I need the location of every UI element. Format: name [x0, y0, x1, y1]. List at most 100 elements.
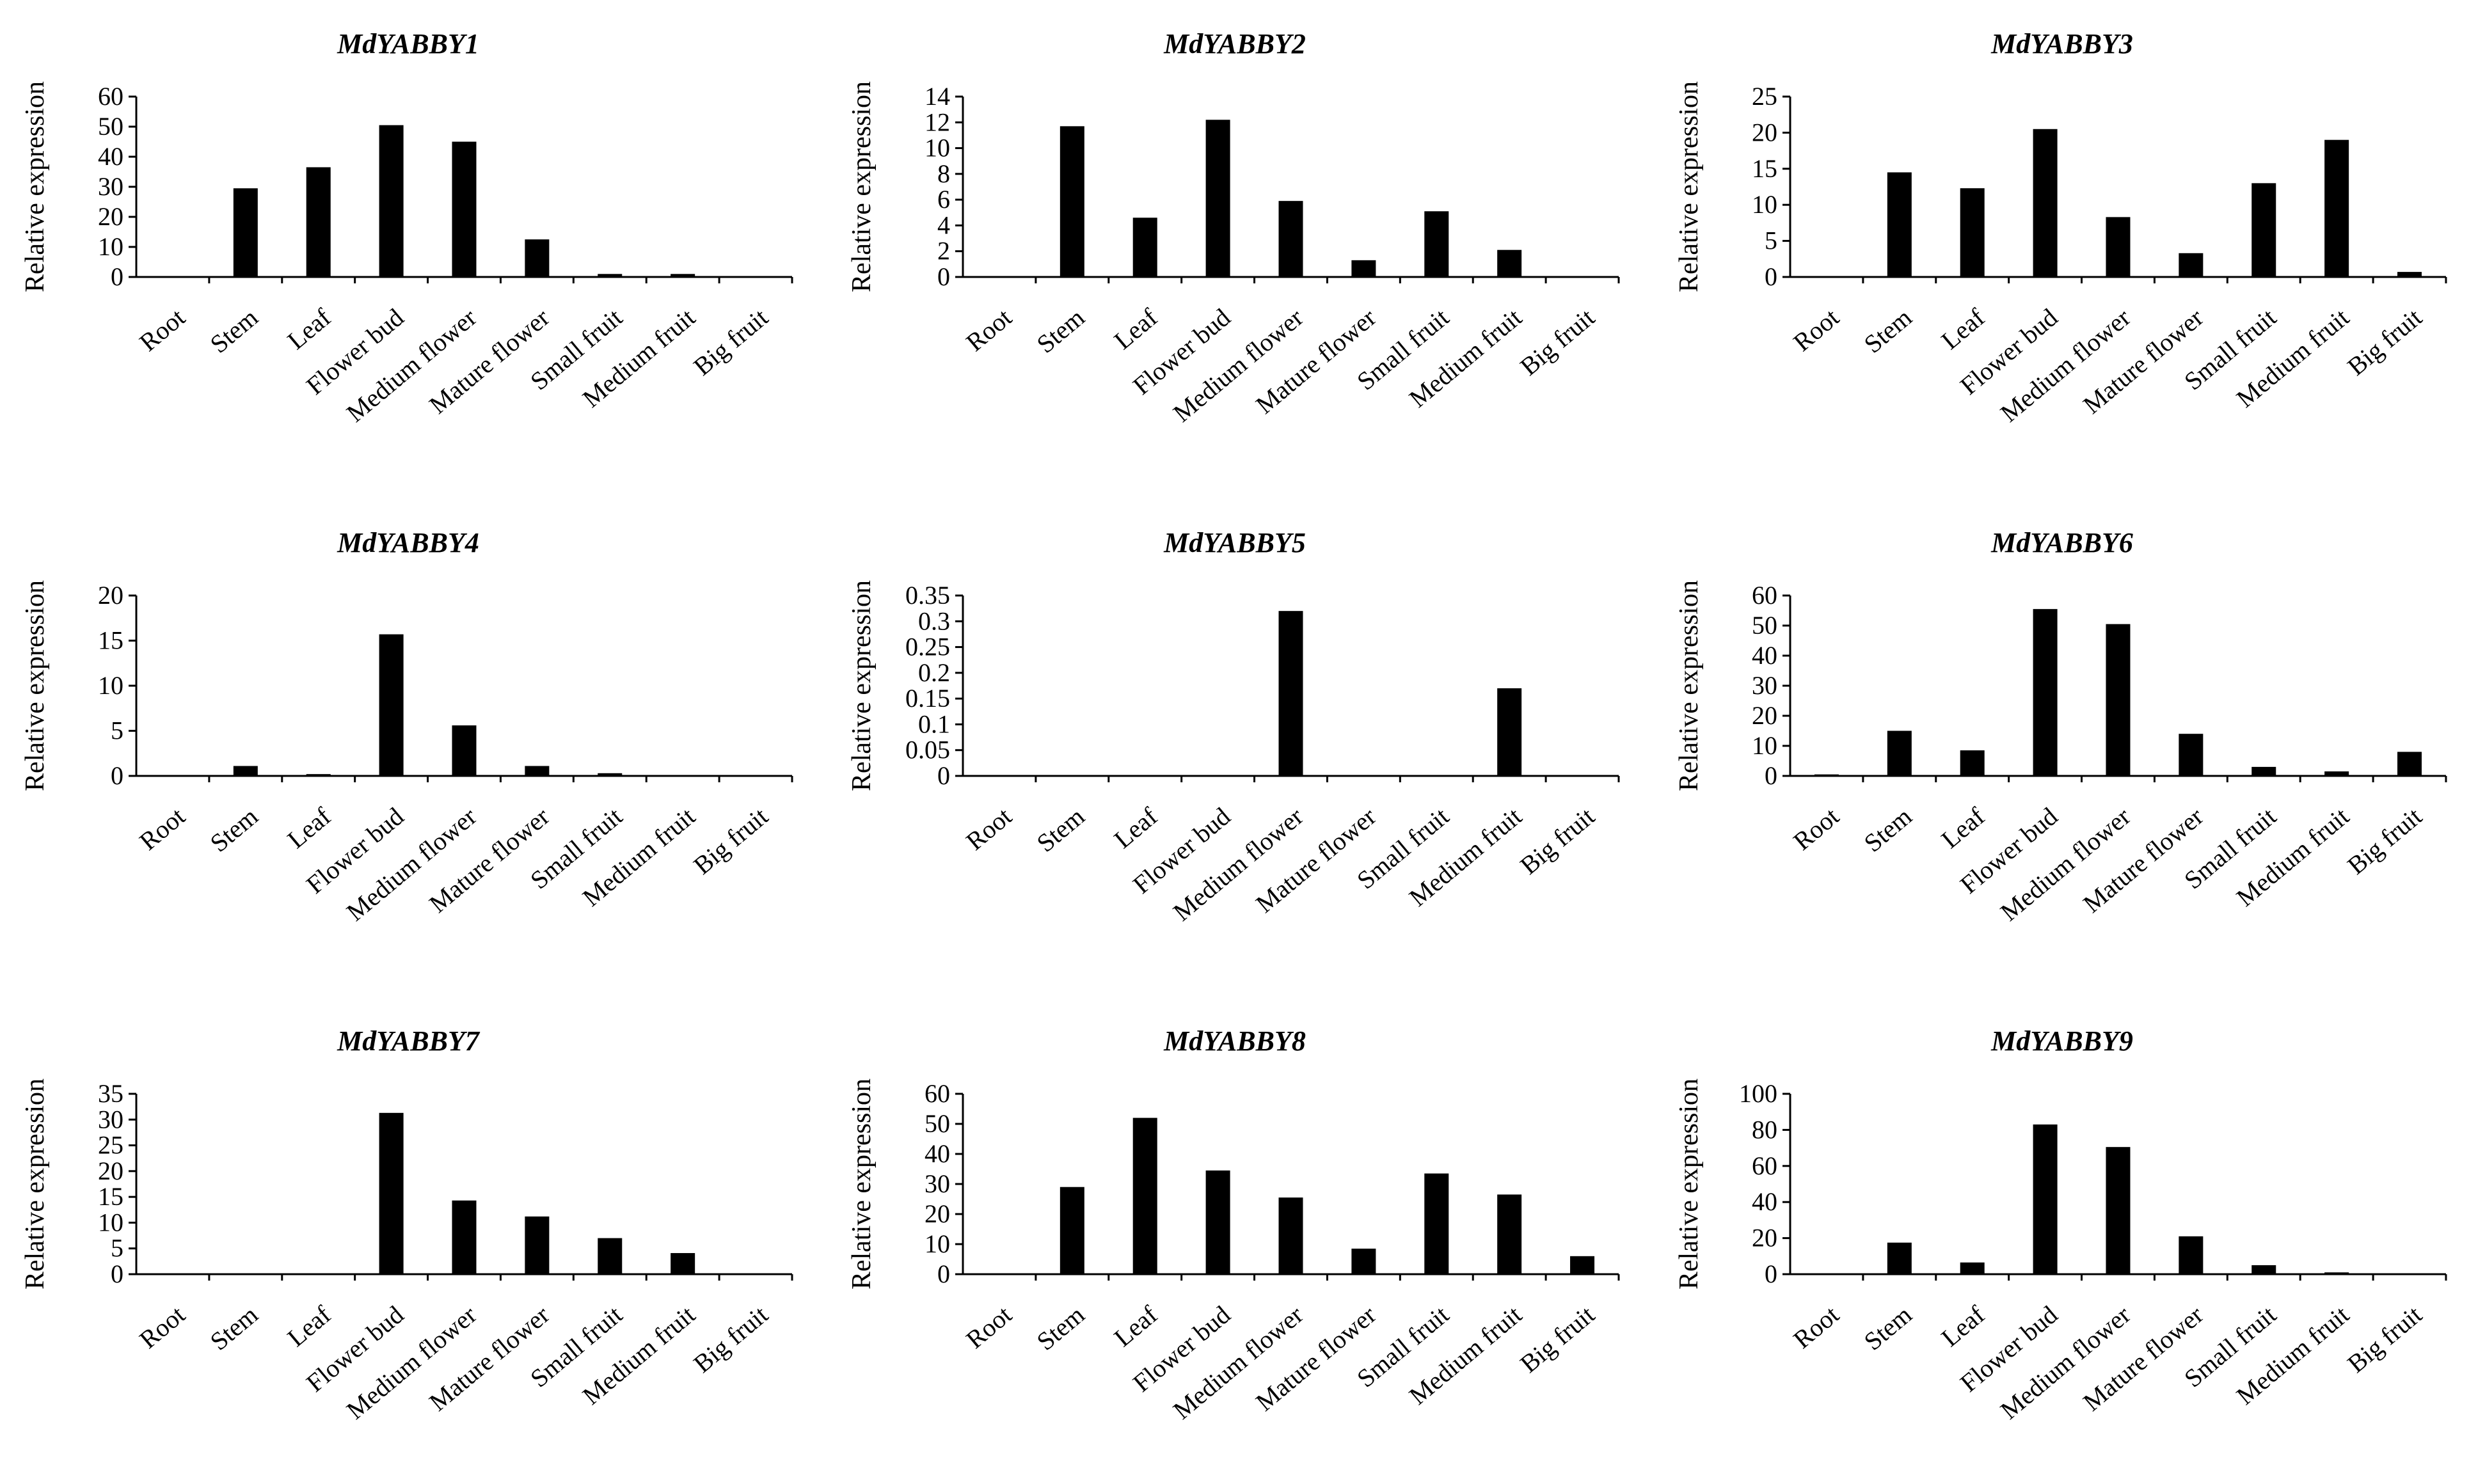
x-tick-label: Stem	[205, 801, 264, 857]
y-tick-label: 35	[98, 1079, 123, 1108]
bar-leaf	[1960, 188, 1985, 277]
chart-title: MdYABBY3	[1990, 28, 2133, 59]
y-axis-label: Relative expression	[20, 81, 50, 292]
y-tick-label: 0	[937, 262, 950, 291]
x-tick-label: Leaf	[282, 1300, 337, 1352]
chart-title: MdYABBY5	[1163, 527, 1306, 558]
bar-mature-flower	[525, 239, 550, 277]
y-tick-label: 0	[1765, 761, 1777, 790]
y-tick-label: 0	[111, 761, 123, 790]
y-tick-label: 5	[111, 716, 123, 745]
bar-medium-fruit	[2324, 139, 2349, 277]
y-tick-label: 10	[1752, 190, 1777, 219]
x-tick-label: Root	[1788, 303, 1845, 356]
x-tick-label: Root	[1788, 801, 1845, 855]
bar-medium-fruit	[671, 1252, 695, 1274]
y-tick-label: 0.35	[905, 581, 950, 610]
bar-medium-flower	[1278, 1197, 1303, 1274]
x-tick-label: Stem	[1031, 1300, 1090, 1355]
y-tick-label: 40	[1752, 1187, 1777, 1216]
y-tick-label: 0.1	[918, 709, 950, 738]
y-tick-label: 20	[925, 1199, 950, 1228]
y-tick-label: 4	[937, 210, 950, 239]
chart-title: MdYABBY4	[337, 527, 479, 558]
bar-medium-flower	[1278, 611, 1303, 776]
y-tick-label: 15	[98, 626, 123, 655]
x-tick-label: Root	[960, 801, 1017, 855]
y-tick-label: 50	[98, 112, 123, 141]
bar-flower-bud	[1205, 120, 1230, 277]
y-tick-label: 20	[1752, 118, 1777, 146]
x-tick-label: Root	[134, 1300, 191, 1354]
x-tick-label: Leaf	[282, 801, 337, 854]
x-tick-label: Big fruit	[1514, 303, 1600, 381]
chart-panel-9: MdYABBY9 Relative expression 0 20 40 60 80 100 R…	[1674, 1025, 2447, 1425]
x-tick-label: Leaf	[1108, 303, 1163, 355]
x-tick-label: Big fruit	[1514, 801, 1600, 880]
y-axis-label: Relative expression	[847, 81, 877, 292]
bar-medium-flower	[452, 141, 477, 277]
y-tick-label: 30	[1752, 671, 1777, 700]
y-tick-label: 60	[925, 1079, 950, 1108]
y-tick-label: 0.3	[918, 606, 950, 635]
y-tick-label: 20	[98, 202, 123, 231]
bar-big-fruit	[2397, 752, 2422, 776]
y-tick-label: 0	[1765, 262, 1777, 291]
bar-mature-flower	[525, 1216, 550, 1274]
bar-medium-flower	[2106, 1147, 2131, 1274]
x-tick-label: Stem	[1859, 801, 1917, 857]
bar-mature-flower	[1351, 1249, 1376, 1274]
bar-stem	[1887, 1242, 1912, 1274]
bar-small-fruit	[598, 274, 623, 277]
bar-leaf	[306, 774, 331, 776]
x-tick-label: Stem	[205, 1300, 264, 1355]
bar-medium-fruit	[2324, 771, 2349, 776]
bar-medium-flower	[2106, 217, 2131, 277]
x-tick-label: Stem	[1859, 303, 1917, 358]
x-tick-label: Leaf	[1935, 801, 1990, 854]
y-tick-label: 40	[1752, 641, 1777, 670]
bar-mature-flower	[2179, 734, 2203, 776]
x-tick-label: Root	[1788, 1300, 1845, 1354]
y-tick-label: 25	[1752, 82, 1777, 111]
bar-small-fruit	[1424, 211, 1449, 277]
x-tick-label: Leaf	[1108, 1300, 1163, 1352]
bar-mature-flower	[525, 766, 550, 776]
bar-flower-bud	[379, 1112, 404, 1274]
bar-mature-flower	[1351, 260, 1376, 277]
y-axis-label: Relative expression	[1674, 81, 1704, 292]
x-tick-label: Medium flower	[1168, 1300, 1308, 1425]
bar-leaf	[1960, 750, 1985, 776]
x-tick-label: Big fruit	[1514, 1300, 1600, 1378]
y-tick-label: 60	[98, 82, 123, 111]
chart-panel-6: MdYABBY6 Relative expression 0102030405060…	[1674, 527, 2447, 927]
bar-small-fruit	[598, 1238, 623, 1274]
bar-medium-flower	[452, 1200, 477, 1274]
bar-mature-flower	[2179, 1236, 2203, 1274]
bar-stem	[1060, 1187, 1084, 1274]
x-tick-label: Stem	[1031, 303, 1090, 358]
chart-title: MdYABBY8	[1163, 1025, 1306, 1057]
y-tick-label: 20	[1752, 701, 1777, 730]
x-tick-label: Leaf	[1935, 1300, 1990, 1352]
x-tick-label: Big fruit	[688, 801, 774, 880]
y-tick-label: 10	[1752, 731, 1777, 760]
bar-medium-fruit	[1497, 688, 1522, 776]
bar-small-fruit	[598, 773, 623, 776]
y-tick-label: 25	[98, 1131, 123, 1160]
x-tick-label: Big fruit	[688, 1300, 774, 1378]
chart-panel-7: MdYABBY7 Relative expression 0510152025303…	[20, 1025, 793, 1425]
x-tick-label: Medium flower	[341, 801, 482, 926]
bar-stem	[1887, 730, 1912, 776]
y-tick-label: 40	[925, 1139, 950, 1168]
bar-flower-bud	[2033, 609, 2058, 776]
bar-medium-fruit	[1497, 1194, 1522, 1274]
bar-root	[1814, 774, 1839, 776]
x-tick-label: Medium flower	[341, 1300, 482, 1425]
x-tick-label: Medium flower	[1168, 303, 1308, 427]
chart-panel-1: MdYABBY1 Relative expression 0102030405060…	[20, 28, 793, 428]
x-tick-label: Medium flower	[1168, 801, 1308, 926]
x-tick-label: Leaf	[1108, 801, 1163, 854]
y-tick-label: 30	[98, 1105, 123, 1133]
